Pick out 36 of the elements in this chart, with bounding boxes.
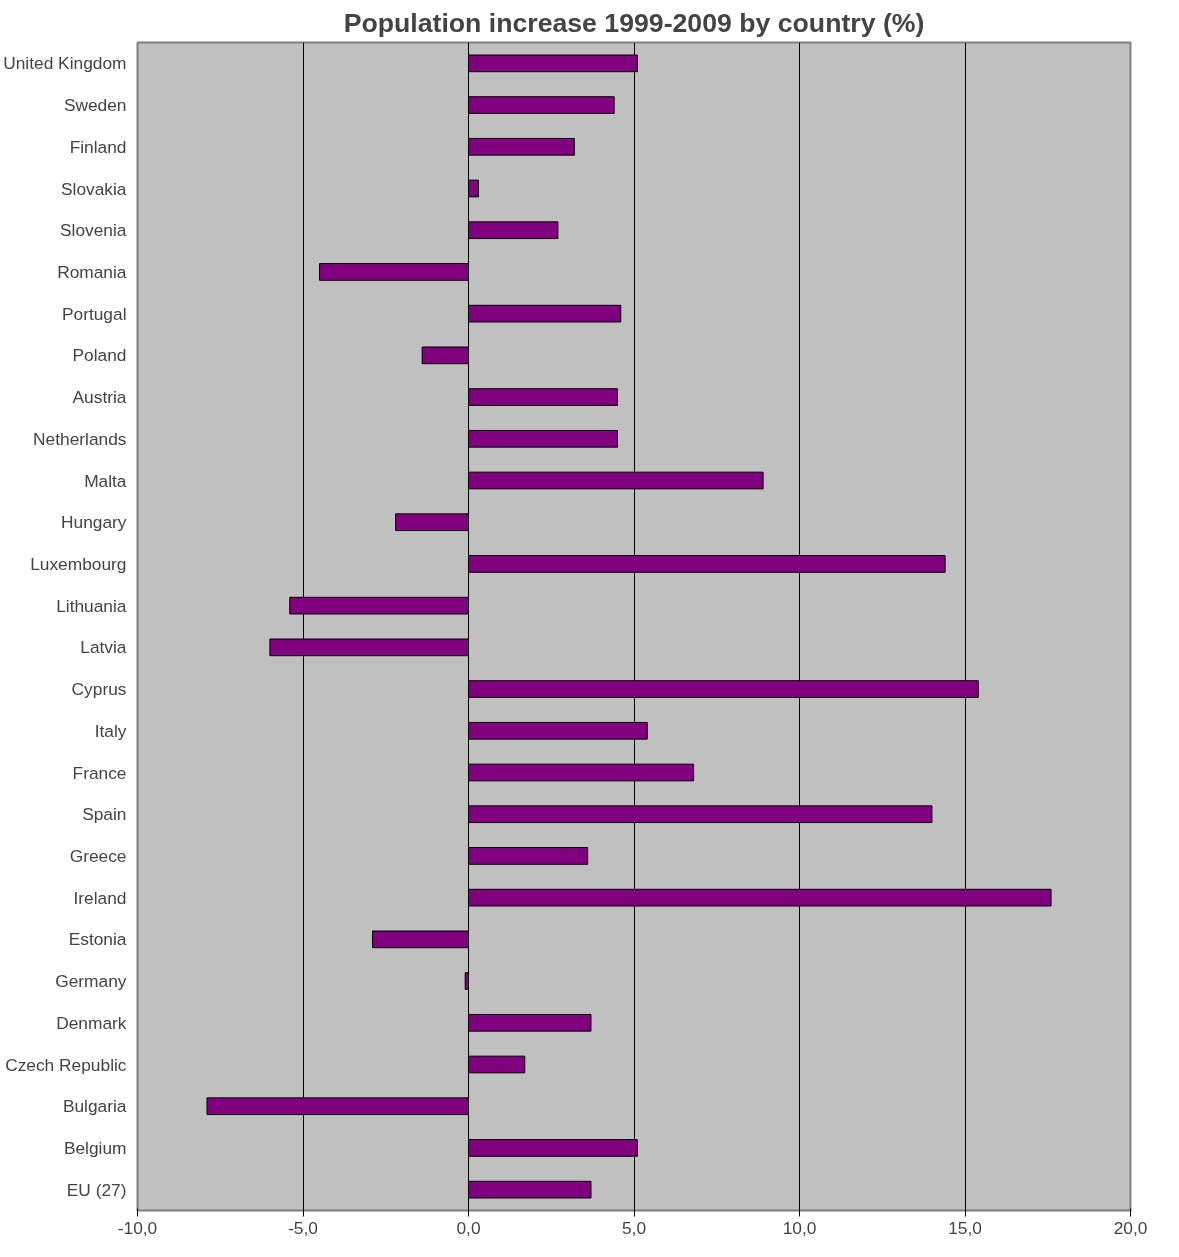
x-tick-label: 5,0 [621,1217,647,1238]
y-tick-label: Germany [55,971,127,992]
y-tick-label: Ireland [73,887,127,908]
y-tick-label: Malta [84,470,127,491]
y-tick-label: Romania [57,261,127,282]
y-tick-label: Greece [69,845,127,866]
y-tick-label: EU (27) [66,1179,127,1200]
y-tick-label: Bulgaria [62,1096,127,1117]
y-tick-label: Luxembourg [30,553,127,574]
y-tick-label: Belgium [63,1137,127,1158]
chart-title: Population increase 1999-2009 by country (%) [343,7,925,38]
x-tick-label: 20,0 [1113,1217,1148,1238]
y-tick-label: Lithuania [56,595,127,616]
y-tick-label: Portugal [61,303,127,324]
y-tick-label: Finland [69,136,127,157]
y-tick-label: Estonia [68,929,127,950]
x-tick-label: -5,0 [288,1217,318,1238]
y-tick-label: Hungary [61,512,127,533]
y-tick-label: Sweden [63,95,127,116]
y-tick-label: Latvia [80,637,127,658]
y-tick-label: Netherlands [33,428,127,449]
y-tick-label: Slovenia [60,220,127,241]
x-tick-label: -10,0 [117,1217,158,1238]
x-tick-label: 0,0 [456,1217,481,1238]
y-tick-label: Poland [72,345,127,366]
y-tick-label: Slovakia [61,178,127,199]
y-tick-label: Austria [72,387,127,408]
x-tick-label: 15,0 [948,1217,982,1238]
y-tick-label: Cyprus [71,679,127,700]
x-tick-label: 10,0 [782,1217,817,1238]
y-tick-label: Italy [94,720,127,741]
y-tick-label: United Kingdom [3,53,127,74]
y-tick-label: Denmark [56,1012,127,1033]
y-tick-label: France [72,762,127,783]
y-tick-label: Czech Republic [5,1054,127,1075]
y-tick-label: Spain [82,804,127,825]
